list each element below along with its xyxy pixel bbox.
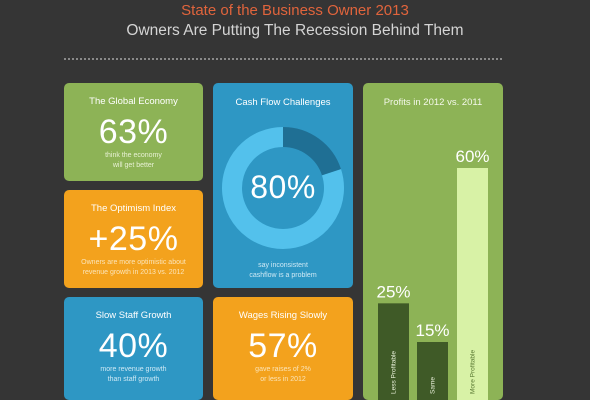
- bar-more-profitable: [457, 168, 488, 400]
- desc-line-1: think the economy: [105, 152, 162, 159]
- desc-line-2: revenue growth in 2013 vs. 2012: [82, 269, 185, 276]
- bar-same: [417, 342, 448, 400]
- stat-value: 57%: [248, 327, 318, 365]
- stat-value: 40%: [98, 327, 169, 365]
- wages-card: Wages Rising Slowly 57% gave raises of 2…: [213, 297, 353, 400]
- desc-line-2: or less in 2012: [260, 376, 306, 383]
- desc-line-2: than staff growth: [107, 376, 160, 383]
- stat-value: +25%: [88, 220, 179, 258]
- card-heading: Profits in 2012 vs. 2011: [383, 97, 483, 108]
- desc-line-2: will get better: [112, 162, 155, 169]
- bar-category-label: Less Profitable: [391, 351, 398, 394]
- bar-value-label: 25%: [376, 282, 410, 301]
- desc-line-2: cashflow is a problem: [249, 272, 317, 279]
- header-title: State of the Business Owner 2013: [181, 2, 409, 19]
- donut-center-value: 80%: [250, 169, 316, 205]
- stat-description: say inconsistent cashflow is a problem: [225, 261, 341, 281]
- desc-line-1: Owners are more optimistic about: [81, 259, 186, 266]
- header-subtitle: Owners Are Putting The Recession Behind …: [126, 22, 464, 39]
- card-heading: Wages Rising Slowly: [238, 310, 328, 321]
- bar-category-label: More Profitable: [470, 350, 477, 394]
- card-heading: Slow Staff Growth: [95, 310, 172, 321]
- stat-value: 63%: [98, 113, 169, 151]
- dotted-divider: [64, 58, 502, 60]
- card-heading: The Global Economy: [89, 96, 178, 107]
- stat-description: more revenue growth than staff growth: [76, 365, 191, 385]
- profits-bar-chart: 25% Less Profitable 15% Same 60% More Profita…: [376, 147, 490, 400]
- desc-line-1: gave raises of 2%: [255, 366, 311, 373]
- global-economy-card: The Global Economy 63% think the economy…: [64, 83, 203, 181]
- desc-line-1: say inconsistent: [258, 262, 308, 269]
- bar-value-label: 60%: [455, 147, 489, 166]
- donut-slice-remainder: [282, 127, 342, 176]
- cash-flow-donut-chart: [222, 127, 344, 249]
- bar-value-label: 15%: [415, 321, 449, 340]
- stat-description: gave raises of 2% or less in 2012: [225, 365, 341, 385]
- bar-less-profitable: [378, 303, 409, 400]
- staff-growth-card: Slow Staff Growth 40% more revenue growt…: [64, 297, 203, 400]
- donut-slice-main: [222, 127, 344, 249]
- cash-flow-card: Cash Flow Challenges 80% say inconsisten…: [213, 83, 353, 288]
- card-heading: Cash Flow Challenges: [235, 97, 331, 108]
- optimism-index-card: The Optimism Index +25% Owners are more …: [64, 190, 203, 288]
- profits-card: Profits in 2012 vs. 2011 25% Less Profita…: [363, 83, 503, 400]
- stat-description: Owners are more optimistic about revenue…: [76, 258, 191, 278]
- desc-line-1: more revenue growth: [100, 366, 167, 373]
- bar-category-label: Same: [430, 377, 437, 394]
- stat-description: think the economy will get better: [76, 151, 191, 171]
- card-heading: The Optimism Index: [91, 203, 176, 214]
